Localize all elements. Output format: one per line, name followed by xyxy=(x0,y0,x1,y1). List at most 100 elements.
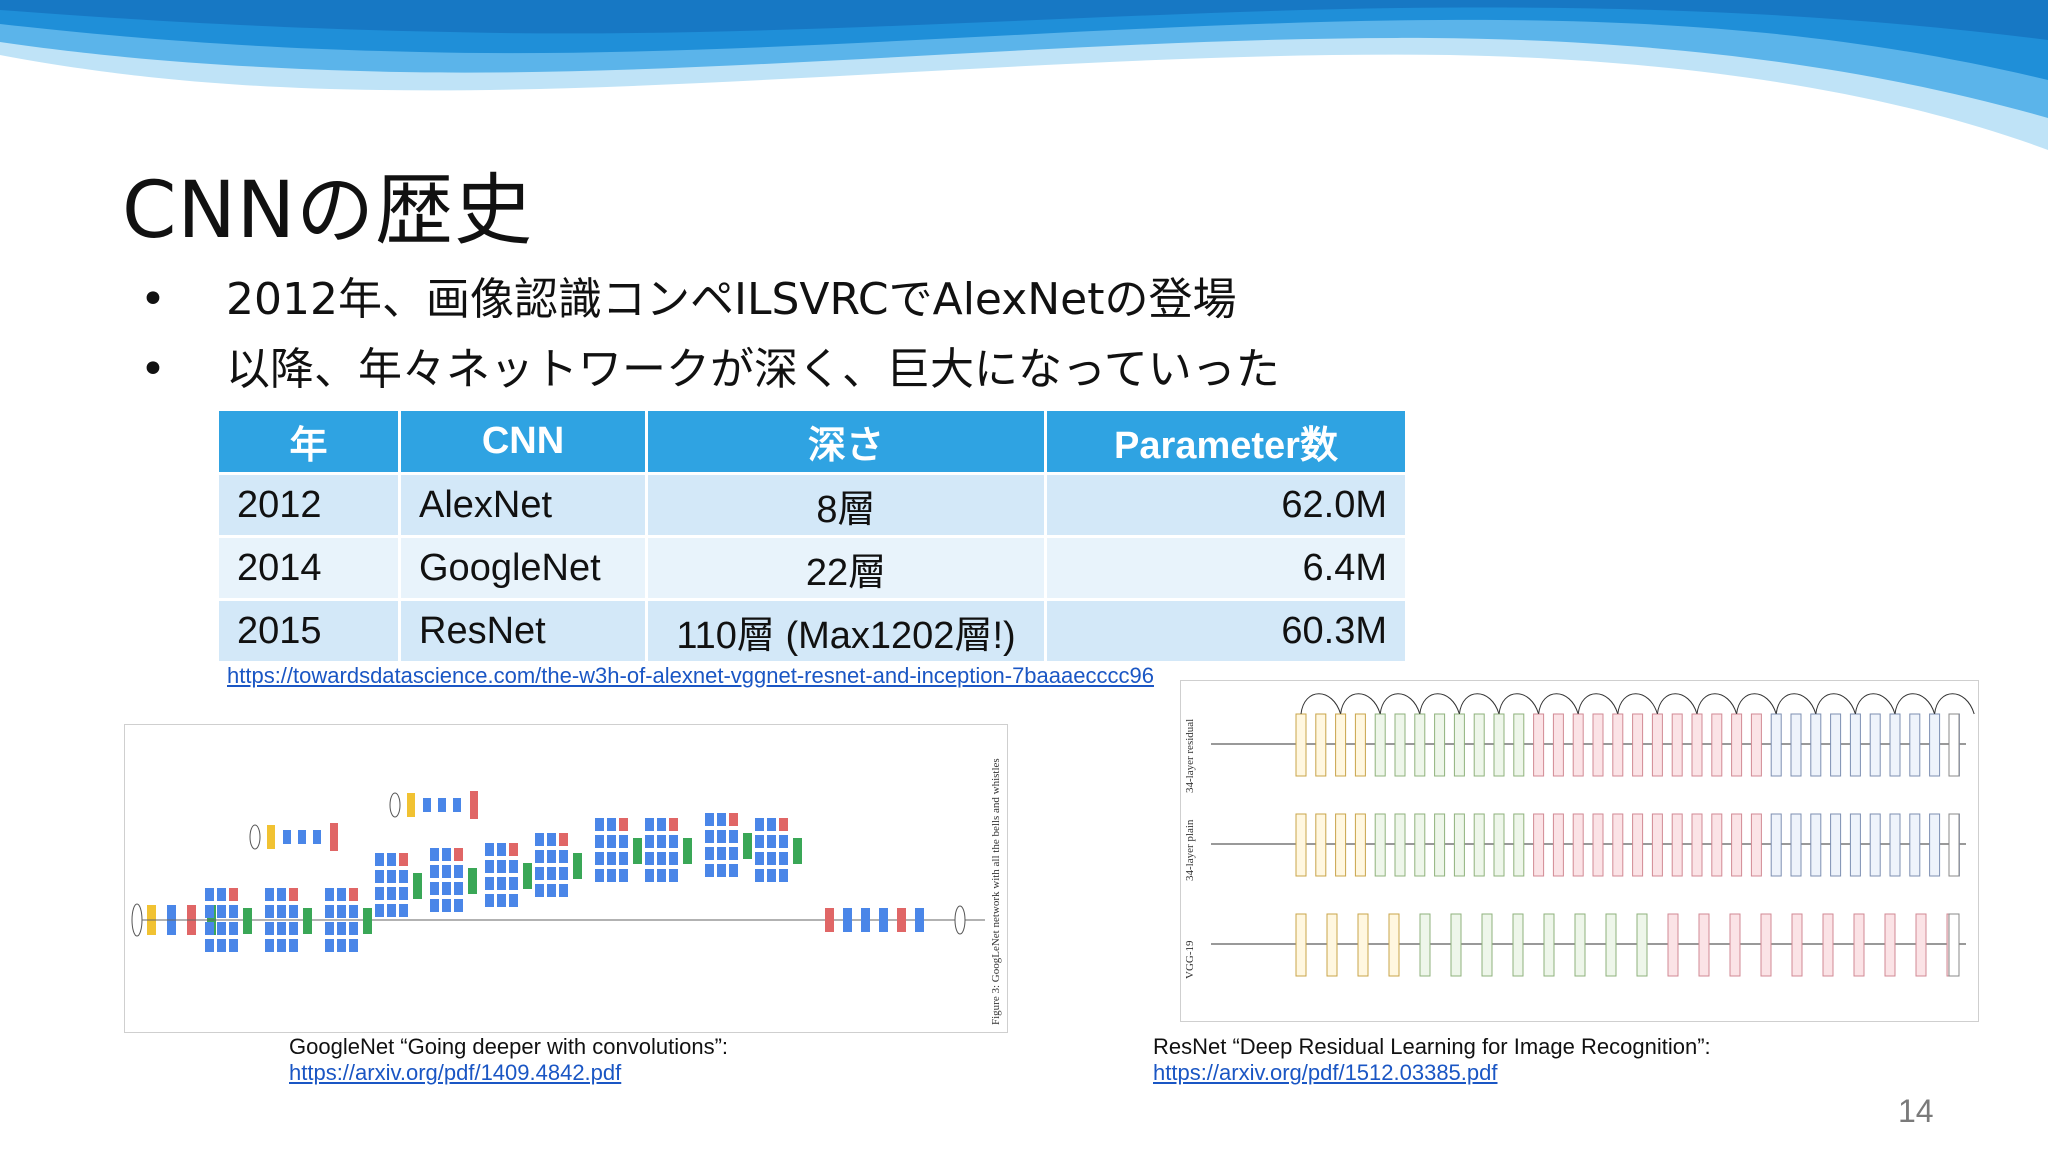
layer-box xyxy=(1889,713,1901,777)
layer-box xyxy=(1434,713,1446,777)
conv-block xyxy=(729,864,738,877)
conv-block xyxy=(349,888,358,901)
layer-block xyxy=(879,908,888,932)
layer-box xyxy=(1770,813,1782,877)
skip-connection xyxy=(1696,693,1738,715)
fc-box xyxy=(1948,713,1960,777)
conv-block xyxy=(375,853,384,866)
layer-box xyxy=(1473,713,1485,777)
conv-block xyxy=(779,818,788,831)
conv-block xyxy=(485,877,494,890)
fc-block xyxy=(423,798,431,812)
conv-block xyxy=(729,830,738,843)
layer-box xyxy=(1295,713,1307,777)
conv-block xyxy=(767,818,776,831)
conv-block xyxy=(217,888,226,901)
layer-box xyxy=(1711,813,1723,877)
layer-box xyxy=(1671,813,1683,877)
header-params: Parameter数 xyxy=(1044,408,1408,475)
conv-block xyxy=(399,853,408,866)
googlenet-paper-link[interactable]: https://arxiv.org/pdf/1409.4842.pdf xyxy=(289,1060,622,1085)
layer-box xyxy=(1651,713,1663,777)
conv-block xyxy=(705,864,714,877)
conv-block xyxy=(229,939,238,952)
conv-block xyxy=(559,867,568,880)
conv-block xyxy=(535,850,544,863)
layer-box xyxy=(1760,913,1772,977)
conv-block xyxy=(325,922,334,935)
skip-connection xyxy=(1340,693,1381,715)
layer-box xyxy=(1810,713,1822,777)
layer-box xyxy=(1533,813,1545,877)
layer-box xyxy=(1414,713,1426,777)
layer-box xyxy=(1632,713,1644,777)
conv-block xyxy=(547,850,556,863)
conv-block xyxy=(442,882,451,895)
layer-box xyxy=(1849,713,1861,777)
conv-block xyxy=(497,860,506,873)
skip-connection xyxy=(1300,693,1342,715)
layer-box xyxy=(1698,913,1710,977)
skip-connection xyxy=(1894,693,1936,715)
conv-block xyxy=(717,864,726,877)
resnet-diagram xyxy=(1211,693,1975,977)
conv-block xyxy=(717,813,726,826)
layer-box xyxy=(1770,713,1782,777)
conv-block xyxy=(669,835,678,848)
layer-box xyxy=(1513,713,1525,777)
layer-box xyxy=(1419,913,1431,977)
skip-connection xyxy=(1379,693,1421,715)
conv-block xyxy=(559,833,568,846)
layer-box xyxy=(1450,913,1462,977)
layer-box xyxy=(1889,813,1901,877)
conv-block xyxy=(399,887,408,900)
conv-block xyxy=(387,904,396,917)
conv-block xyxy=(277,922,286,935)
layer-box xyxy=(1592,813,1604,877)
layer-box xyxy=(1552,813,1564,877)
conv-block xyxy=(454,848,463,861)
cell-year: 2012 xyxy=(216,472,401,538)
reference-link[interactable]: https://towardsdatascience.com/the-w3h-o… xyxy=(227,663,1154,688)
resnet-paper-link[interactable]: https://arxiv.org/pdf/1512.03385.pdf xyxy=(1153,1060,1498,1085)
resnet-caption: ResNet “Deep Residual Learning for Image… xyxy=(1153,1034,1713,1086)
conv-block xyxy=(375,904,384,917)
skip-connection xyxy=(1538,693,1579,715)
googlenet-caption-text: GoogleNet “Going deeper with convolution… xyxy=(289,1034,729,1059)
layer-box xyxy=(1750,813,1762,877)
concat-block xyxy=(633,838,642,864)
skip-connection xyxy=(1617,693,1658,715)
layer-block xyxy=(825,908,834,932)
fc-block xyxy=(313,830,321,844)
conv-block xyxy=(717,847,726,860)
conv-block xyxy=(205,922,214,935)
conv-block xyxy=(705,847,714,860)
layer-box xyxy=(1929,813,1941,877)
conv-block xyxy=(755,852,764,865)
conv-block xyxy=(399,870,408,883)
conv-block xyxy=(289,888,298,901)
bullet-dot: • xyxy=(140,344,166,395)
bullet-item: • 2012年、画像認識コンペILSVRCでAlexNetの登場 xyxy=(140,272,1280,342)
conv-block xyxy=(399,904,408,917)
layer-box xyxy=(1869,813,1881,877)
softmax-block xyxy=(267,825,275,849)
conv-block xyxy=(289,939,298,952)
skip-connection xyxy=(1934,693,1975,715)
concat-block xyxy=(363,908,372,934)
cell-year: 2014 xyxy=(216,535,401,601)
layer-box xyxy=(1822,913,1834,977)
layer-box xyxy=(1691,713,1703,777)
layer-box xyxy=(1605,913,1617,977)
concat-block xyxy=(683,838,692,864)
fc-box xyxy=(1948,913,1960,977)
page-number: 14 xyxy=(1898,1093,1934,1129)
skip-connection xyxy=(1419,693,1460,715)
resnet-row-label: 34-layer plain xyxy=(1184,819,1196,881)
layer-box xyxy=(1830,713,1842,777)
cell-cnn: GoogleNet xyxy=(398,535,648,601)
conv-block xyxy=(779,835,788,848)
layer-box xyxy=(1731,713,1743,777)
conv-block xyxy=(485,843,494,856)
resnet-figure: 34-layer residual 34-layer plain VGG-19 xyxy=(1180,680,1979,1022)
